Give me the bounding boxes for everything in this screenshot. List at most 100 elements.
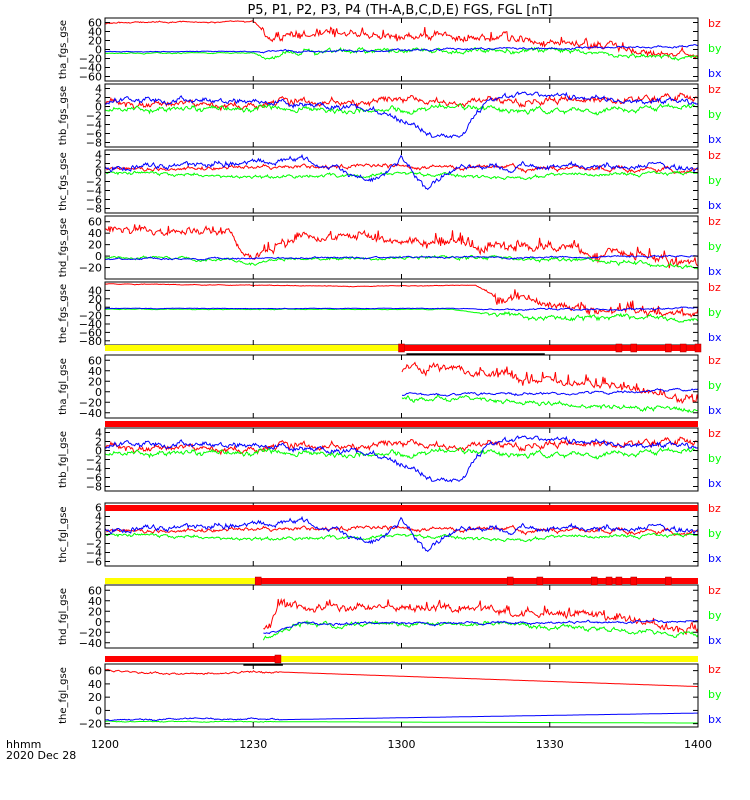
mode-bar	[105, 576, 698, 586]
y-tick-label: −6	[86, 194, 102, 207]
series-line-bz	[401, 361, 698, 405]
legend-by: by	[708, 42, 722, 55]
mode-bar-segment-red	[105, 656, 278, 662]
series-line-bx	[105, 515, 698, 553]
y-tick-label: 40	[88, 365, 102, 378]
y-tick-label: 40	[88, 227, 102, 240]
mode-bar-segment-red	[105, 505, 698, 511]
legend-bz: bz	[708, 502, 721, 515]
legend-bx: bx	[708, 67, 722, 80]
mode-bar	[105, 421, 698, 427]
mode-bar-marker	[605, 576, 613, 586]
y-axis-label: thb_fgl_gse	[58, 431, 69, 488]
y-tick-label: 2	[95, 92, 102, 105]
mode-bar-marker	[630, 576, 638, 586]
legend-by: by	[708, 240, 722, 253]
series-line-bz	[105, 436, 698, 456]
legend-by: by	[708, 379, 722, 392]
mode-bar-marker	[694, 343, 702, 353]
y-tick-label: −8	[86, 203, 102, 216]
legend-bz: bz	[708, 149, 721, 162]
y-tick-label: 4	[95, 427, 102, 440]
legend-bx: bx	[708, 265, 722, 278]
y-tick-label: −20	[79, 53, 102, 66]
y-tick-label: −80	[79, 335, 102, 348]
legend-bx: bx	[708, 331, 722, 344]
legend-bz: bz	[708, 663, 721, 676]
y-axis-label: the_fgl_gse	[58, 667, 69, 724]
panel-frame	[104, 215, 699, 280]
mode-bar-marker	[630, 343, 638, 353]
y-tick-label: 0	[95, 250, 102, 263]
y-tick-label: 0	[95, 386, 102, 399]
y-tick-label: 0	[95, 616, 102, 629]
series-line-bz	[105, 524, 698, 537]
x-tick-label: 1230	[239, 738, 267, 751]
legend-by: by	[708, 174, 722, 187]
y-tick-label: 20	[88, 605, 102, 618]
series-line-by	[105, 46, 698, 62]
y-tick-label: −2	[86, 176, 102, 189]
mode-bar-marker	[590, 576, 598, 586]
series-line-bx	[105, 712, 698, 722]
y-tick-label: −6	[86, 472, 102, 485]
series-line-bx	[105, 91, 698, 139]
y-tick-label: 20	[88, 35, 102, 48]
mode-bar-marker	[506, 576, 514, 586]
mode-bar-marker	[398, 343, 405, 353]
y-tick-label: −4	[86, 119, 102, 132]
mode-bar-segment-red	[401, 345, 698, 351]
y-tick-label: 40	[88, 595, 102, 608]
series-line-bx	[105, 435, 698, 483]
y-tick-label: −20	[79, 310, 102, 323]
series-line-by	[105, 102, 698, 116]
series-line-bx	[263, 619, 698, 635]
mode-bar-segment-red	[258, 578, 698, 584]
x-tick-label: 1200	[91, 738, 119, 751]
panel-thb_fgl_gse: 420−2−4−6−8 thb_fgl_gse bz by bx	[58, 427, 722, 494]
y-axis-label: thb_fgs_gse	[58, 86, 69, 145]
legend-bx: bx	[708, 713, 722, 726]
mode-bar-marker	[536, 576, 544, 586]
y-tick-label: 2	[95, 158, 102, 171]
y-tick-label: −2	[86, 454, 102, 467]
y-tick-label: −6	[86, 556, 102, 569]
mode-bar-marker	[274, 654, 282, 664]
y-tick-label: 20	[88, 239, 102, 252]
y-tick-label: 60	[88, 17, 102, 30]
series-line-bx	[105, 306, 698, 312]
legend-bx: bx	[708, 552, 722, 565]
mode-bar-marker	[615, 343, 623, 353]
legend-by: by	[708, 688, 722, 701]
legend-by: by	[708, 452, 722, 465]
x-tick-label: 1400	[684, 738, 712, 751]
y-tick-label: −20	[79, 396, 102, 409]
legend-by: by	[708, 609, 722, 622]
legend-bz: bz	[708, 215, 721, 228]
legend-by: by	[708, 306, 722, 319]
legend-by: by	[708, 108, 722, 121]
legend-bx: bx	[708, 634, 722, 647]
panel-thc_fgs_gse: 420−2−4−6−8 thc_fgs_gse bz by bx	[58, 149, 722, 216]
series-line-by	[105, 446, 698, 460]
legend-bx: bx	[708, 133, 722, 146]
series-line-bx	[105, 153, 698, 191]
y-tick-label: 0	[95, 529, 102, 542]
series-line-by	[105, 254, 698, 270]
y-tick-label: −4	[86, 547, 102, 560]
mode-bar-marker	[679, 343, 687, 353]
legend-by: by	[708, 527, 722, 540]
chart-title: P5, P1, P2, P3, P4 (TH-A,B,C,D,E) FGS, F…	[247, 3, 552, 18]
y-tick-label: 4	[95, 511, 102, 524]
y-tick-label: −4	[86, 185, 102, 198]
x-tick-label: 1330	[536, 738, 564, 751]
time-axis-label-top: hhmm	[6, 738, 41, 751]
y-axis-label: thd_fgl_gse	[58, 588, 69, 645]
series-line-bz	[105, 92, 698, 112]
